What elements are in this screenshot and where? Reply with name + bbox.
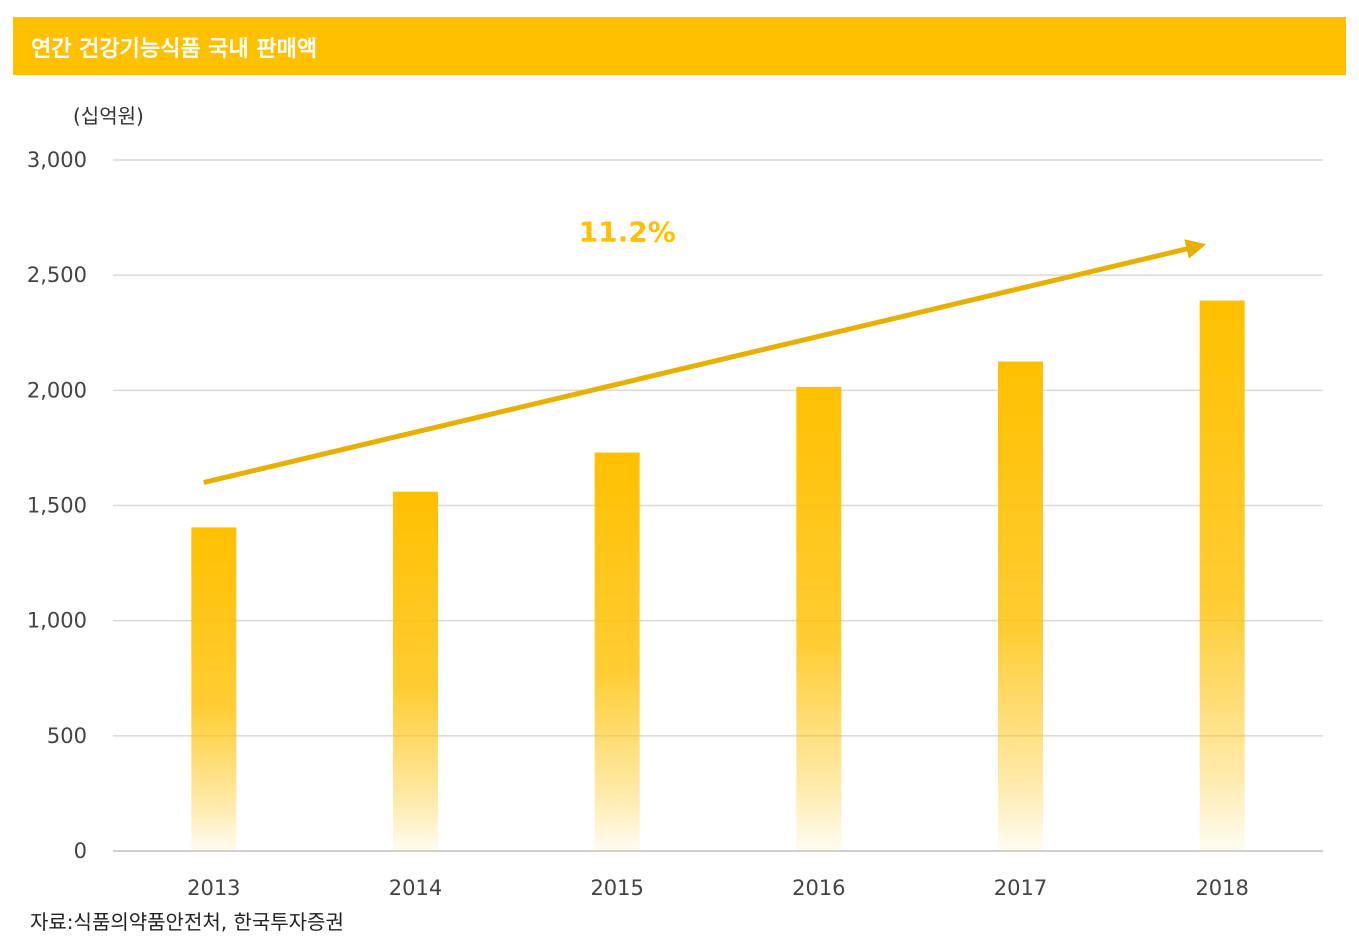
chart-title: 연간 건강기능식품 국내 판매액 [31,37,318,62]
y-tick-label: 1,500 [27,494,87,518]
y-tick-label: 2,500 [27,263,87,287]
y-tick-label: 0 [74,839,87,863]
source-note: 자료:식품의약품안전처, 한국투자증권 [30,910,344,934]
unit-label: (십억원) [73,104,144,128]
x-axis-ticks: 2013 2014 2015 2016 2017 2018 [187,876,1249,900]
x-tick-label: 2014 [389,876,442,900]
bar-2015 [594,452,640,851]
bars [191,300,1245,852]
y-axis-ticks: 0 500 1,000 1,500 2,000 2,500 3,000 [27,148,87,863]
x-tick-label: 2016 [792,876,845,900]
x-tick-label: 2018 [1195,876,1248,900]
y-tick-label: 3,000 [27,148,87,172]
bar-2014 [393,491,438,851]
x-tick-label: 2017 [994,876,1047,900]
bar-2017 [998,361,1043,851]
title-bar: 연간 건강기능식품 국내 판매액 [13,17,1346,75]
bar-2016 [796,386,842,851]
x-tick-label: 2013 [187,876,240,900]
growth-rate-label: 11.2% [579,216,676,249]
bar-2018 [1199,300,1245,852]
x-tick-label: 2015 [590,876,643,900]
y-tick-label: 500 [47,724,87,748]
trend-arrow-line [203,239,1207,485]
trend-arrow: 11.2% [203,216,1207,485]
y-tick-label: 1,000 [27,609,87,633]
gridlines [113,159,1323,852]
y-tick-label: 2,000 [27,378,87,402]
bar-2013 [191,527,237,851]
